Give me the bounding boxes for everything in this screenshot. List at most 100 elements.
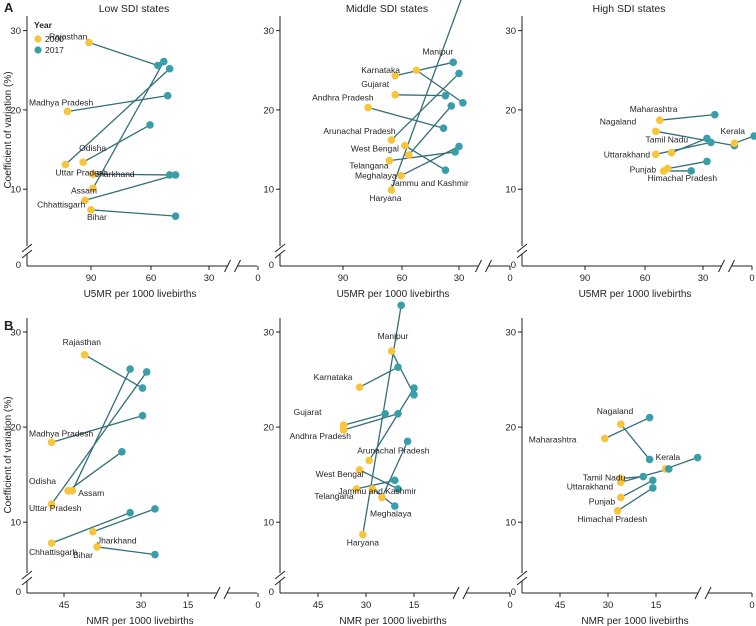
point-2017 [750, 132, 756, 140]
point-2000 [339, 426, 348, 434]
state-label: Nagaland [600, 116, 637, 126]
point-2017 [439, 124, 448, 132]
y-axis-break [516, 576, 528, 586]
y-tick-label: 30 [505, 328, 516, 339]
point-2017 [391, 476, 399, 485]
state-connector-line [96, 546, 156, 556]
state-label: Rajasthan [49, 31, 88, 41]
point-2000 [47, 438, 56, 447]
state-connector-line [88, 41, 159, 67]
x-axis-label: U5MR per 1000 livebirths [84, 289, 197, 300]
point-2017 [171, 212, 180, 220]
point-2000 [63, 107, 72, 116]
state-connector-line [343, 413, 399, 431]
point-2017 [707, 138, 715, 147]
state-connector-line [359, 366, 399, 388]
x-tick-label: 15 [183, 600, 194, 611]
point-2000 [355, 466, 364, 474]
legend-marker-2000 [34, 35, 42, 43]
point-2000 [385, 156, 394, 165]
y-tick-label: 20 [10, 105, 21, 116]
x-tick-label: 0 [507, 600, 512, 611]
y-tick-label: 10 [263, 185, 274, 196]
point-2017 [459, 98, 467, 107]
point-2000 [47, 500, 56, 508]
point-2017 [171, 171, 180, 179]
state-connector-line [362, 305, 402, 535]
point-2000 [601, 434, 609, 443]
point-2000 [391, 91, 400, 99]
state-connector-line [620, 423, 651, 460]
state-label: Himachal Pradesh [648, 173, 718, 183]
state-label: Himachal Pradesh [578, 514, 648, 524]
column-title: Middle SDI states [346, 3, 428, 15]
point-2000 [79, 158, 87, 167]
point-2000 [61, 160, 70, 169]
point-2017 [645, 413, 654, 422]
point-2000 [655, 116, 664, 125]
state-connector-line [381, 441, 409, 498]
y-tick-label: 30 [263, 328, 274, 339]
point-2000 [391, 72, 400, 80]
x-axis-break [728, 259, 735, 273]
state-connector-line [359, 469, 399, 490]
y-tick-label: 0 [269, 587, 274, 598]
state-label: Gujarat [361, 79, 390, 89]
state-label: Bihar [73, 550, 93, 560]
point-2000 [365, 456, 374, 465]
x-axis-label: U5MR per 1000 livebirths [337, 289, 450, 300]
y-axis-label: Coefficient of variation (%) [3, 396, 14, 513]
state-label: Bihar [87, 212, 107, 222]
x-tick-label: 30 [204, 273, 215, 284]
y-tick-label: 0 [511, 587, 516, 598]
state-connector-line [51, 512, 131, 544]
state-label: Assam [78, 488, 104, 498]
point-2000 [89, 184, 97, 193]
x-axis-break [718, 259, 725, 273]
x-tick-label: 90 [580, 273, 591, 284]
point-2000 [401, 141, 409, 150]
point-2017 [391, 502, 399, 510]
point-2017 [449, 58, 458, 67]
state-label: Karnataka [314, 372, 353, 382]
state-connector-line [390, 0, 462, 191]
state-label: Andhra Pradesh [290, 431, 352, 441]
y-tick-label: 10 [505, 518, 516, 529]
point-2000 [652, 127, 660, 136]
legend-title: Year [34, 20, 53, 30]
y-tick-label: 30 [10, 26, 21, 37]
state-connector-line [51, 415, 143, 443]
state-label: Manipur [378, 331, 409, 341]
state-label: Uttar Pradesh [29, 503, 82, 513]
point-2000 [617, 420, 625, 429]
state-label: Uttarakhand [567, 481, 614, 491]
point-2000 [355, 383, 364, 391]
x-axis-break [223, 586, 231, 600]
point-2017 [154, 61, 162, 70]
state-connector-line [71, 368, 131, 492]
x-tick-label: 0 [255, 273, 260, 284]
point-2017 [441, 166, 450, 174]
point-2017 [126, 508, 134, 517]
state-connector-line [659, 114, 715, 121]
y-axis-break [21, 249, 33, 259]
y-axis-break [21, 243, 33, 253]
point-2017 [142, 368, 151, 376]
point-2000 [47, 539, 56, 547]
y-tick-label: 0 [269, 260, 274, 271]
state-label: Kerala [720, 126, 745, 136]
y-axis-break [21, 576, 33, 586]
state-label: Chhattisgarh [29, 547, 77, 557]
state-label: Uttarakhand [604, 149, 651, 159]
state-connector-line [84, 354, 143, 389]
point-2000 [617, 478, 625, 487]
state-connector-line [367, 106, 444, 129]
state-connector-line [84, 174, 176, 201]
point-2000 [652, 150, 660, 159]
point-2017 [118, 448, 126, 456]
state-connector-line [90, 209, 176, 217]
point-2000 [368, 485, 377, 493]
y-axis-break [516, 243, 528, 253]
y-tick-label: 10 [10, 518, 21, 529]
point-2017 [138, 411, 147, 420]
